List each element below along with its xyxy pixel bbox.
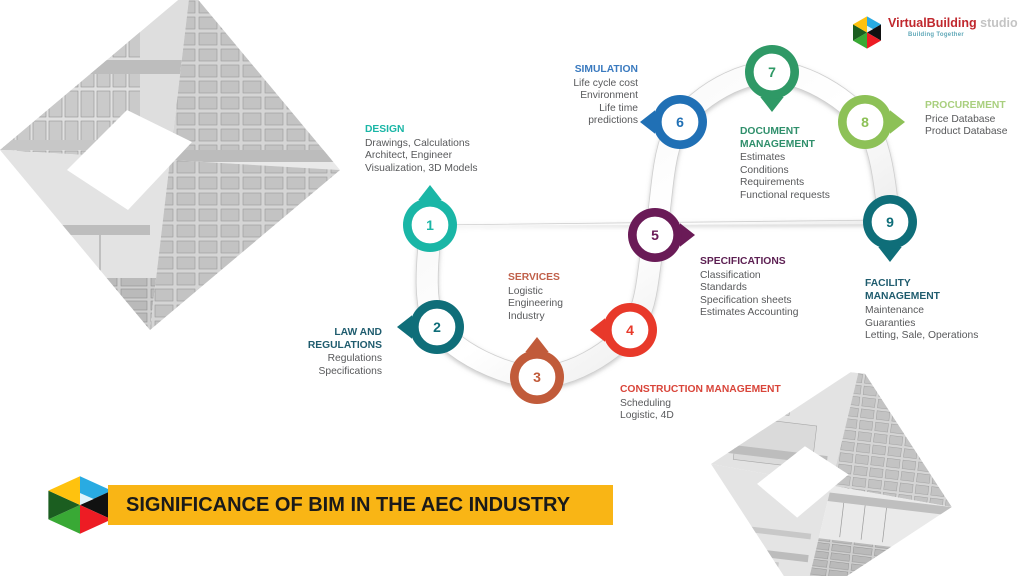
svg-text:5: 5 [651,227,659,243]
svg-text:3: 3 [533,369,541,385]
svg-text:7: 7 [768,64,776,80]
svg-text:2: 2 [433,319,441,335]
svg-text:9: 9 [886,214,894,230]
svg-text:4: 4 [626,322,634,338]
svg-text:6: 6 [676,114,684,130]
svg-text:1: 1 [426,217,434,233]
